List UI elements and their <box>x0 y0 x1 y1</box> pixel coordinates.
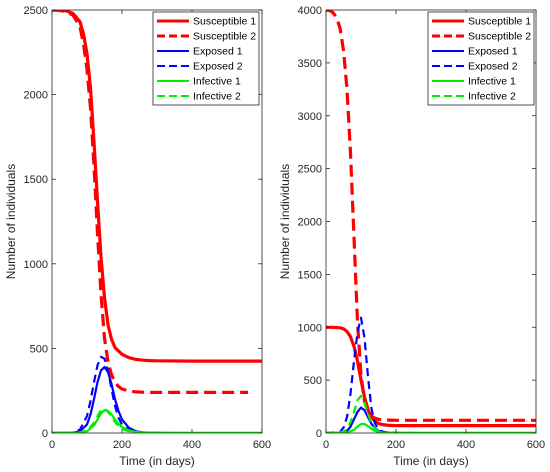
y-tick-label: 0 <box>316 428 322 440</box>
legend-box <box>152 11 260 106</box>
legend-entry-label: Exposed 2 <box>193 61 243 73</box>
legend-entry-label: Exposed 2 <box>468 61 518 73</box>
right-chart-panel: 0 200 400 600 0 500 1000 1500 2000 2500 3000 3500 40… <box>278 5 545 468</box>
y-tick-label: 3500 <box>298 58 322 70</box>
x-tick-label: 400 <box>183 439 201 451</box>
x-tick-label: 400 <box>457 439 475 451</box>
legend-entry-label: Infective 2 <box>193 91 241 103</box>
y-tick-label: 2500 <box>298 164 322 176</box>
x-tick-label: 0 <box>323 439 329 451</box>
y-tick-label: 2500 <box>24 5 48 17</box>
x-axis-label: Time (in days) <box>393 454 469 468</box>
legend-entry-label: Exposed 1 <box>468 46 518 58</box>
y-tick-label: 2000 <box>298 217 322 229</box>
legend-entry-label: Infective 1 <box>193 76 241 88</box>
y-tick-label: 500 <box>30 343 48 355</box>
series-line-infective-2 <box>52 407 158 433</box>
x-tick-label: 600 <box>253 439 271 451</box>
legend-box <box>427 11 535 106</box>
y-tick-label: 1000 <box>298 322 322 334</box>
series-line-exposed-1 <box>326 406 536 433</box>
y-tick-label: 1000 <box>24 259 48 271</box>
y-tick-label: 3000 <box>298 111 322 123</box>
legend-entry-label: Susceptible 1 <box>193 16 256 28</box>
x-tick-label: 0 <box>49 439 55 451</box>
y-tick-label: 1500 <box>298 269 322 281</box>
series-line-infective-1 <box>326 422 536 433</box>
y-axis-label: Number of individuals <box>278 164 292 279</box>
y-tick-label: 500 <box>304 375 322 387</box>
legend-entry-label: Susceptible 1 <box>468 16 531 28</box>
series-line-exposed-2 <box>52 355 158 433</box>
legend: Susceptible 1 Susceptible 2 Exposed 1 Expos… <box>427 11 535 106</box>
plot-area-border <box>51 9 263 434</box>
y-tick-label: 4000 <box>298 5 322 17</box>
y-tick-label: 2000 <box>24 90 48 102</box>
x-tick-label: 200 <box>387 439 405 451</box>
legend-entry-label: Susceptible 2 <box>193 31 256 43</box>
y-tick-label: 0 <box>42 428 48 440</box>
legend-entry-label: Infective 1 <box>468 76 516 88</box>
y-axis-label: Number of individuals <box>4 164 18 279</box>
x-axis-label: Time (in days) <box>119 454 195 468</box>
x-tick-label: 600 <box>527 439 545 451</box>
legend: Susceptible 1 Susceptible 2 Exposed 1 Expos… <box>152 11 260 106</box>
series-line-susceptible-1 <box>52 10 262 363</box>
x-tick-label: 200 <box>113 439 131 451</box>
y-tick-label: 1500 <box>24 174 48 186</box>
legend-entry-label: Infective 2 <box>468 91 516 103</box>
series-group <box>326 10 536 433</box>
legend-entry-label: Susceptible 2 <box>468 31 531 43</box>
legend-entry-label: Exposed 1 <box>193 46 243 58</box>
left-chart-panel: 0 200 400 600 0 500 1000 1500 2000 2500 Time (in d… <box>4 5 271 468</box>
series-line-susceptible-1 <box>326 325 536 428</box>
